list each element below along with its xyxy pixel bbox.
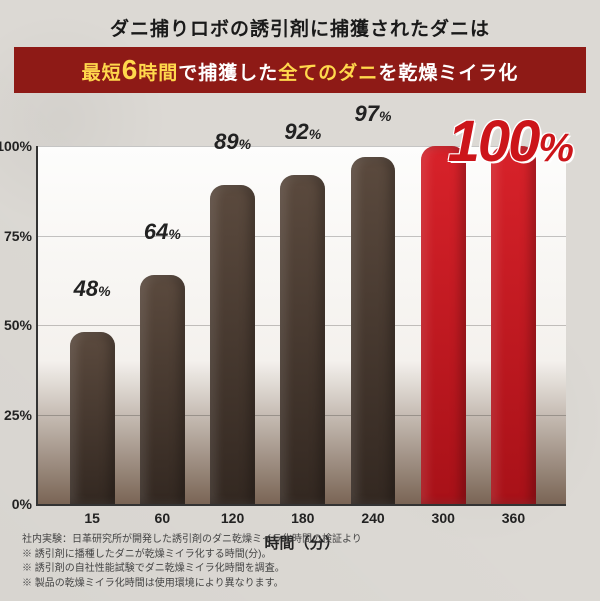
- chart-plot-area: 0%25%50%75%100%48%1564%6089%12092%18097%…: [38, 146, 566, 504]
- bar: [210, 185, 255, 504]
- footnotes: 社内実験：日革研究所が開発した誘引剤のダニ乾燥ミイラ化時間の検証より ※ 誘引剤…: [22, 533, 578, 591]
- bar-highlight: [421, 146, 466, 504]
- x-tick-label: 120: [221, 510, 244, 526]
- x-tick-label: 300: [432, 510, 455, 526]
- x-tick-label: 180: [291, 510, 314, 526]
- x-tick-label: 15: [84, 510, 100, 526]
- y-tick-label: 0%: [0, 496, 32, 512]
- header-line1: ダニ捕りロボの誘引剤に捕獲されたダニは: [0, 14, 600, 41]
- bar-highlight: [491, 146, 536, 504]
- bar: [140, 275, 185, 504]
- bar-value-label: 97%: [355, 101, 392, 129]
- y-tick-label: 100%: [0, 138, 32, 154]
- bar: [351, 157, 396, 504]
- bar-value-label: 48%: [74, 276, 111, 304]
- chart: 乾燥ミイラ化率（％） 0%25%50%75%100%48%1564%6089%1…: [36, 146, 566, 506]
- y-tick-label: 50%: [0, 317, 32, 333]
- x-tick-label: 60: [155, 510, 171, 526]
- y-tick-label: 75%: [0, 228, 32, 244]
- header: ダニ捕りロボの誘引剤に捕獲されたダニは 最短6時間で捕獲した全てのダニを乾燥ミイ…: [0, 0, 600, 93]
- bar: [280, 175, 325, 504]
- footnote-line: ※ 製品の乾燥ミイラ化時間は使用環境により異なります。: [22, 577, 578, 592]
- x-tick-label: 360: [502, 510, 525, 526]
- footnote-line: ※ 誘引剤の自社性能試験でダニ乾燥ミイラ化時間を調査。: [22, 562, 578, 577]
- footnote-line: 社内実験：日革研究所が開発した誘引剤のダニ乾燥ミイラ化時間の検証より: [22, 533, 578, 548]
- big-100-label: 100%: [448, 108, 572, 175]
- bar-value-label: 92%: [284, 119, 321, 147]
- banner-highlight-time: 最短6時間: [82, 63, 179, 84]
- x-tick-label: 240: [361, 510, 384, 526]
- footnote-line: ※ 誘引剤に播種したダニが乾燥ミイラ化する時間(分)。: [22, 548, 578, 563]
- bar-value-label: 64%: [144, 219, 181, 247]
- bar-value-label: 89%: [214, 129, 251, 157]
- banner: 最短6時間で捕獲した全てのダニを乾燥ミイラ化: [14, 47, 586, 93]
- y-tick-label: 25%: [0, 407, 32, 423]
- bar: [70, 332, 115, 504]
- banner-highlight-all: 全てのダニ: [278, 63, 378, 84]
